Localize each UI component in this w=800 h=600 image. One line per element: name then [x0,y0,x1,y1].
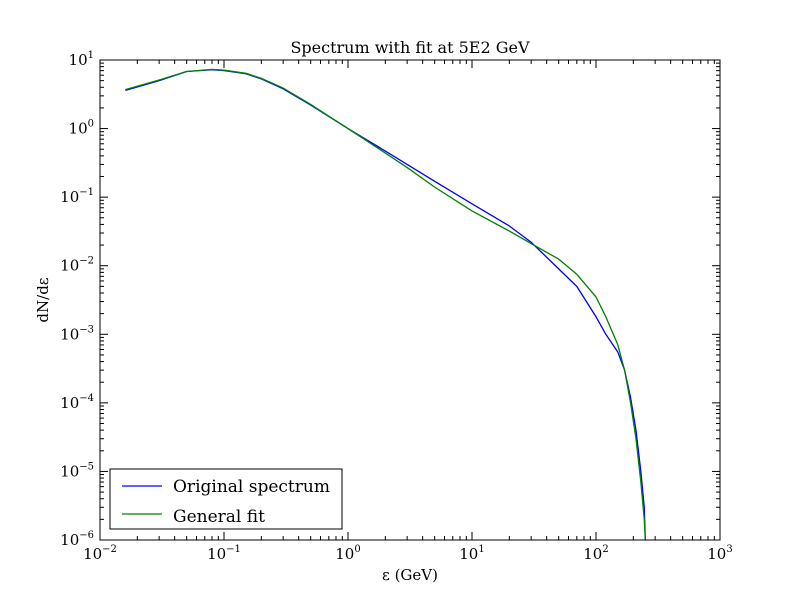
y-tick-label: 10−3 [60,324,94,343]
x-tick-label: 103 [707,544,732,563]
y-tick-label: 10−5 [60,461,94,480]
series-line-general-fit [125,68,646,541]
y-tick-label: 101 [69,50,94,69]
y-tick-label: 10−4 [60,393,94,412]
x-tick-label: 10−2 [83,544,117,563]
y-tick-label: 10−1 [60,187,94,206]
legend-label-original: Original spectrum [173,477,330,497]
x-tick-label: 10−1 [207,544,241,563]
x-tick-label: 101 [459,544,484,563]
legend-frame [109,468,343,530]
x-tick-label: 100 [335,544,360,563]
legend-label-fit: General fit [173,507,265,527]
chart-title: Spectrum with fit at 5E2 GeV [290,38,530,57]
legend: Original spectrum General fit [109,468,343,530]
series-layer [125,68,646,541]
y-tick-label: 10−2 [60,256,94,275]
y-tick-label: 10−6 [60,530,94,549]
y-axis-label: dN/dε [34,277,52,322]
x-tick-label: 102 [583,544,608,563]
ticks-layer: 10−2 10−1 100 101 102 103 10−6 10−5 10−4 10−3 10−2… [60,50,733,563]
x-axis-label: ε (GeV) [382,566,438,584]
y-tick-label: 100 [69,119,94,138]
plot-frame [99,59,721,541]
